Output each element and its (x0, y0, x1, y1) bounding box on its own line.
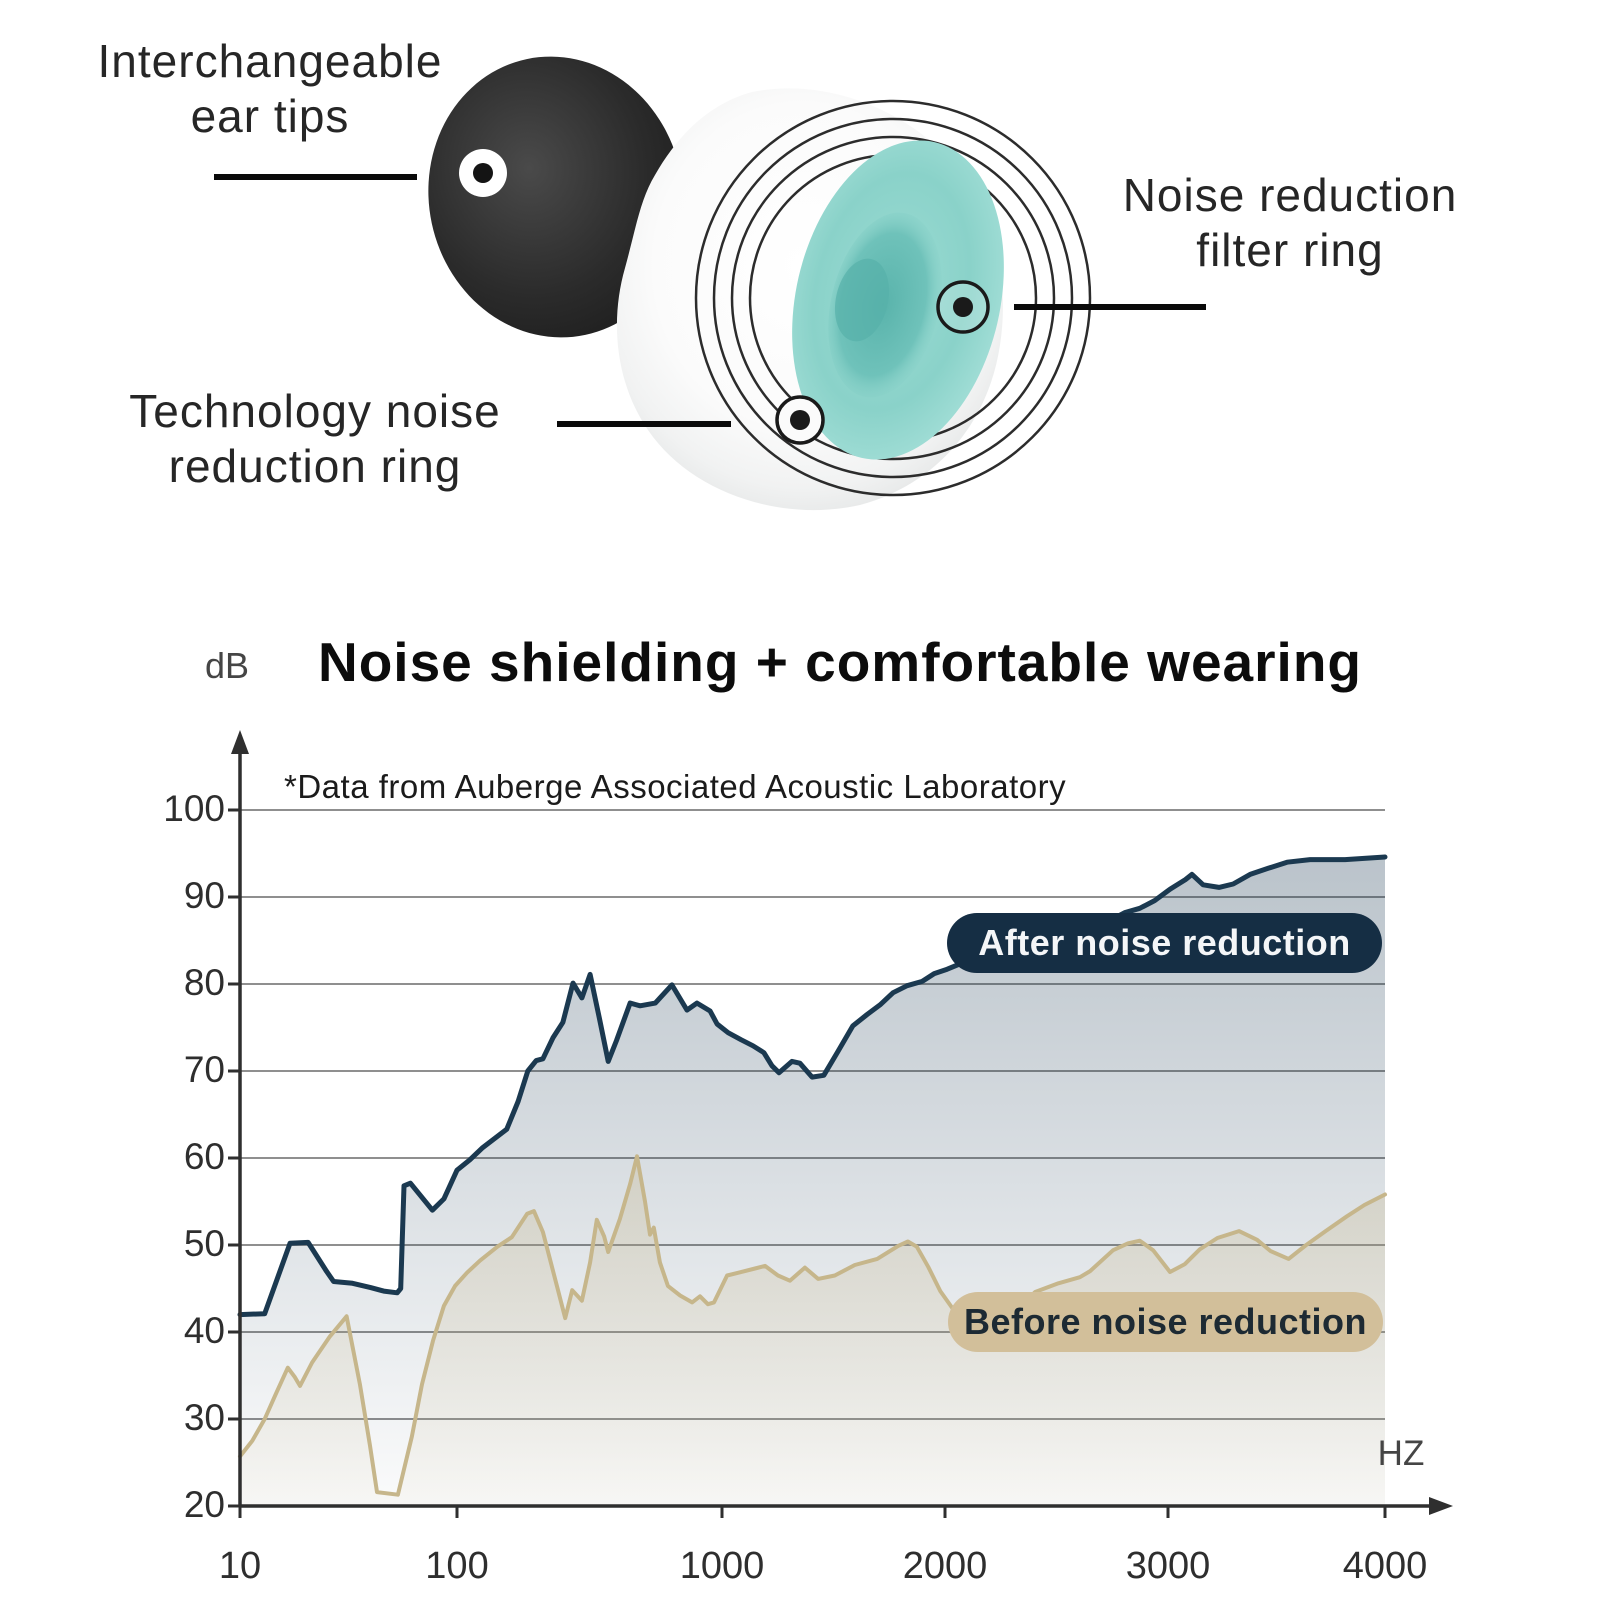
y-axis-unit: dB (205, 645, 250, 686)
y-axis-arrow (231, 730, 249, 754)
legend-after-pill: After noise reduction (947, 913, 1382, 973)
filter-disc-dimple (834, 258, 890, 342)
y-tick-label: 100 (163, 788, 225, 829)
legend-before-label: Before noise reduction (963, 1301, 1368, 1342)
x-tick-label: 10 (218, 1545, 262, 1587)
noise-chart (228, 730, 1453, 1518)
series-after-line (237, 854, 1388, 1318)
filter-ring-marker (936, 280, 990, 334)
x-tick-label: 3000 (1125, 1545, 1211, 1587)
x-tick-label: 2000 (902, 1545, 988, 1587)
series-before-area (240, 1156, 1385, 1506)
callout-tech-ring-line2: reduction ring (168, 440, 462, 493)
callout-tech-ring-line1: Technology noise (129, 385, 501, 437)
chart-subtitle: *Data from Auberge Associated Acoustic L… (284, 768, 1067, 805)
tech-ring-marker (775, 395, 825, 445)
y-tick-label: 90 (183, 875, 225, 916)
y-tick-label: 70 (183, 1049, 225, 1090)
x-tick-label: 100 (425, 1545, 489, 1587)
callout-filter-ring-line2: filter ring (1196, 224, 1384, 277)
callout-ear-tips: Interchangeable ear tips (40, 34, 500, 144)
y-tick-label: 30 (183, 1397, 225, 1438)
callout-filter-ring: Noise reduction filter ring (1060, 168, 1520, 278)
legend-after-label: After noise reduction (978, 922, 1351, 963)
y-tick-label: 80 (183, 962, 225, 1003)
legend-before-pill: Before noise reduction (948, 1292, 1383, 1352)
axes (238, 745, 1440, 1508)
x-axis-unit: HZ (1377, 1434, 1425, 1473)
axis-ticks (228, 808, 1387, 1518)
y-tick-label: 60 (183, 1136, 225, 1177)
chart-title: Noise shielding + comfortable wearing (317, 631, 1363, 693)
ear-tip (428, 56, 684, 338)
ear-tip-marker (459, 149, 507, 197)
callout-tech-ring: Technology noise reduction ring (75, 384, 555, 494)
series-before-line (238, 1154, 1387, 1497)
x-axis-arrow (1429, 1497, 1453, 1515)
y-tick-label: 20 (183, 1484, 225, 1525)
x-tick-label: 4000 (1342, 1545, 1428, 1587)
y-tick-label: 50 (183, 1223, 225, 1264)
callout-ear-tips-line1: Interchangeable (97, 35, 443, 87)
callout-filter-ring-line1: Noise reduction (1122, 169, 1458, 221)
x-tick-label: 1000 (679, 1545, 765, 1587)
earbud-illustration (214, 56, 1206, 511)
callout-ear-tips-line2: ear tips (190, 90, 350, 143)
y-tick-label: 40 (183, 1310, 225, 1351)
